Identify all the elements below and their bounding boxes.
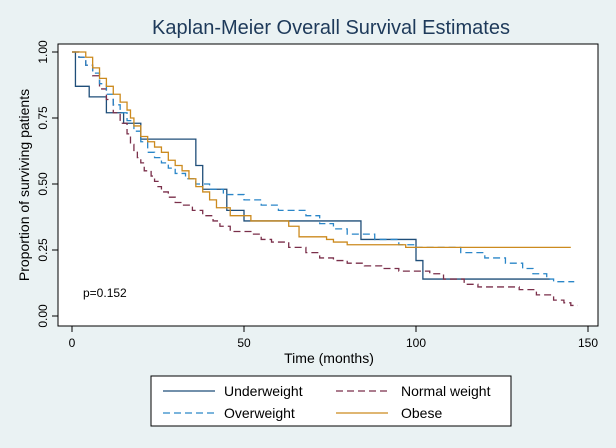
x-tick-label: 50 bbox=[237, 336, 251, 350]
y-tick-label: 0.75 bbox=[36, 106, 50, 130]
x-axis-title: Time (months) bbox=[284, 350, 374, 366]
series-line-normal-weight bbox=[72, 51, 578, 307]
y-tick-label: 0.25 bbox=[36, 238, 50, 262]
y-axis-title: Proportion of surviving patients bbox=[16, 89, 32, 281]
legend: Underweight Normal weight Overweight Obese bbox=[150, 375, 512, 427]
plot-area bbox=[57, 43, 599, 327]
x-tick-label: 0 bbox=[69, 336, 76, 350]
series-line-overweight bbox=[72, 51, 575, 283]
legend-obese-label: Obese bbox=[401, 405, 442, 421]
legend-box bbox=[150, 375, 512, 427]
y-axis: 0.00 0.25 0.50 0.75 1.00 bbox=[36, 40, 58, 328]
y-tick-label: 0.50 bbox=[36, 172, 50, 196]
legend-underweight-label: Underweight bbox=[224, 383, 303, 399]
legend-overweight-label: Overweight bbox=[224, 405, 295, 421]
legend-normal-weight-label: Normal weight bbox=[401, 383, 491, 399]
p-value-annotation: p=0.152 bbox=[83, 286, 127, 300]
y-tick-label: 0.00 bbox=[36, 304, 50, 328]
x-tick-label: 100 bbox=[406, 336, 426, 350]
series-line-obese bbox=[72, 51, 571, 249]
y-tick-label: 1.00 bbox=[36, 40, 50, 64]
x-axis: 0 50 100 150 bbox=[69, 326, 598, 350]
x-tick-label: 150 bbox=[578, 336, 598, 350]
series-line-underweight bbox=[72, 51, 551, 280]
series-layer bbox=[72, 51, 578, 307]
chart-title: Kaplan-Meier Overall Survival Estimates bbox=[152, 17, 510, 39]
